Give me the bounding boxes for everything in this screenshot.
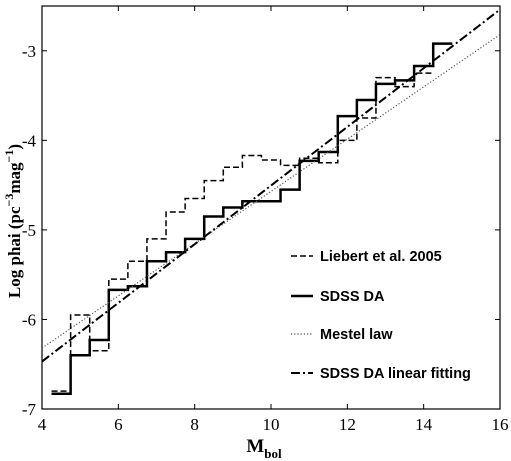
legend-label-sdss-da: SDSS DA xyxy=(320,289,385,305)
y-axis-title: Log phai (pc−3mag−1) xyxy=(2,144,24,298)
x-tick-label: 4 xyxy=(38,415,47,434)
axis-ticks: 4 6 8 10 12 14 16 -7 -6 -5 -4 -3 xyxy=(22,6,509,434)
series-liebert-et-al-2005 xyxy=(51,72,434,392)
series-mestel-law xyxy=(42,34,500,349)
y-tick-label: -4 xyxy=(22,131,37,150)
legend-label-mestel-law: Mestel law xyxy=(320,327,393,343)
x-axis-title: Mbol xyxy=(246,436,282,461)
legend-label-liebert-et-al-2005: Liebert et al. 2005 xyxy=(320,249,442,265)
y-tick-label: -3 xyxy=(22,42,36,61)
x-tick-label: 10 xyxy=(263,415,280,434)
legend: Liebert et al. 2005 SDSS DA Mestel law SDSS… xyxy=(291,249,471,382)
series-layer xyxy=(42,8,500,396)
x-tick-label: 6 xyxy=(114,415,123,434)
x-tick-label: 16 xyxy=(492,415,509,434)
legend-label-sdss-da-linear-fitting: SDSS DA linear fitting xyxy=(320,366,471,382)
x-tick-label: 8 xyxy=(190,415,199,434)
y-tick-label: -5 xyxy=(22,221,36,240)
series-sdss-da-linear-fitting xyxy=(42,8,500,363)
x-tick-label: 12 xyxy=(339,415,356,434)
y-tick-label: -7 xyxy=(22,400,37,419)
x-tick-label: 14 xyxy=(415,415,433,434)
series-sdss-da xyxy=(51,42,453,396)
y-tick-label: -6 xyxy=(22,310,36,329)
x-axis-title-subscript: bol xyxy=(264,446,282,461)
